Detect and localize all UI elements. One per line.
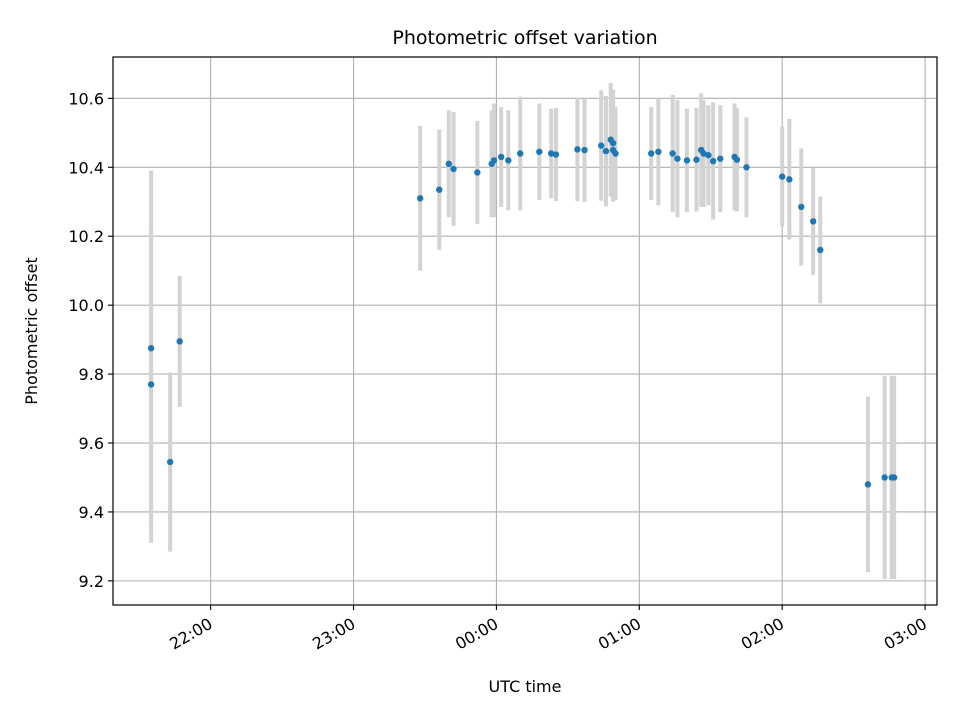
data-point — [436, 186, 443, 193]
y-tick-label: 10.0 — [68, 296, 104, 315]
data-point — [147, 345, 155, 352]
data-point — [536, 148, 543, 155]
data-point — [547, 150, 555, 157]
y-tick-label: 9.4 — [79, 503, 104, 522]
data-point — [648, 150, 655, 157]
y-tick-label: 10.4 — [68, 158, 104, 177]
data-point — [552, 151, 560, 158]
x-tick-label: 03:00 — [881, 614, 930, 654]
y-tick-label: 10.6 — [68, 89, 104, 108]
data-point — [166, 458, 174, 466]
data-point — [602, 147, 610, 155]
data-point — [474, 169, 481, 176]
x-tick-label: 23:00 — [309, 614, 358, 654]
data-point — [881, 474, 888, 481]
x-tick-label: 22:00 — [166, 614, 215, 654]
data-point — [517, 150, 524, 157]
data-point — [709, 157, 717, 165]
data-point — [674, 155, 681, 162]
y-tick-label: 10.2 — [68, 227, 104, 246]
data-point — [864, 481, 872, 488]
point-layer — [147, 136, 898, 488]
data-point — [693, 156, 700, 163]
data-point — [669, 150, 676, 157]
data-point — [445, 160, 452, 168]
y-axis-title: Photometric offset — [22, 257, 41, 405]
data-point — [705, 152, 712, 159]
x-axis-title: UTC time — [489, 677, 562, 696]
data-point — [743, 164, 750, 171]
data-point — [147, 381, 155, 388]
data-point — [890, 474, 898, 481]
data-point — [581, 146, 588, 154]
y-tick-label: 9.2 — [79, 572, 104, 591]
data-point — [417, 195, 424, 202]
data-point — [798, 203, 805, 211]
data-point — [505, 157, 512, 164]
y-tick-label: 9.8 — [79, 365, 104, 384]
data-point — [497, 153, 505, 161]
data-point — [450, 165, 457, 173]
data-point — [779, 173, 786, 180]
data-point — [598, 142, 605, 149]
y-tick-label: 9.6 — [79, 434, 104, 453]
x-tick-label: 02:00 — [738, 614, 787, 654]
data-point — [612, 150, 619, 157]
data-point — [655, 148, 662, 155]
data-point — [733, 156, 741, 163]
data-point — [574, 146, 581, 153]
data-point — [683, 157, 691, 164]
plot-background — [113, 57, 937, 605]
data-point — [609, 139, 617, 147]
chart-title: Photometric offset variation — [392, 27, 657, 49]
data-point — [717, 155, 724, 162]
x-tick-label: 00:00 — [452, 614, 501, 654]
x-tick-label: 01:00 — [595, 614, 644, 654]
data-point — [490, 157, 498, 164]
plot-frame — [112, 56, 938, 606]
data-point — [809, 218, 817, 225]
data-point — [817, 246, 824, 254]
data-point — [176, 338, 183, 345]
data-point — [786, 176, 793, 183]
